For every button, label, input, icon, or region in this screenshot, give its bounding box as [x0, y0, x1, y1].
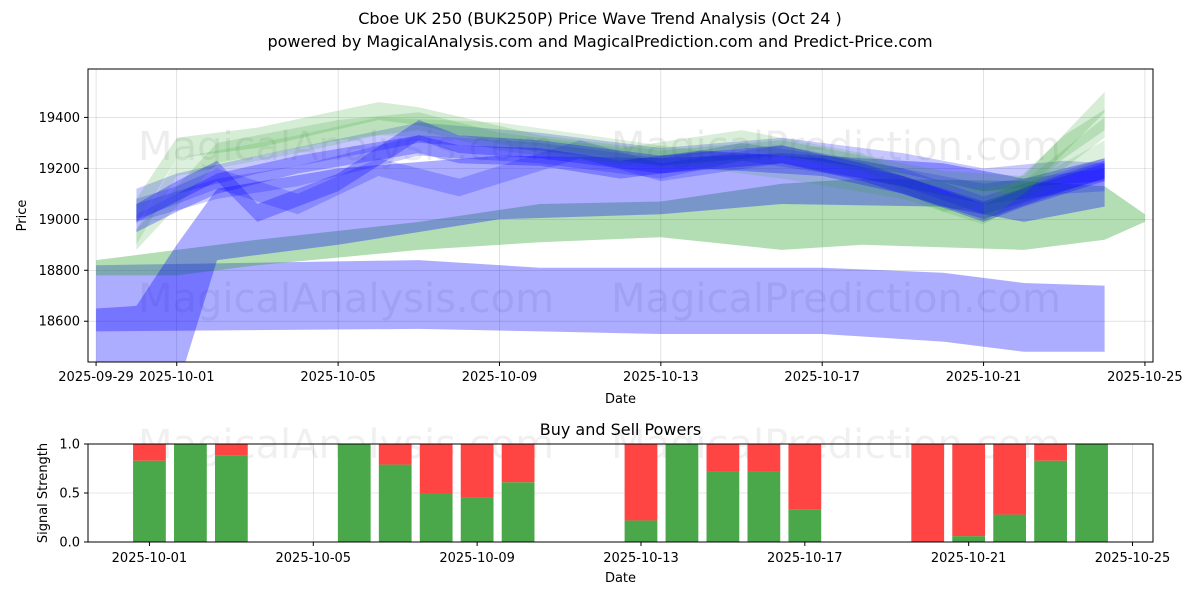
price-band-9 — [136, 117, 1105, 245]
signal-bars — [133, 444, 1108, 542]
price-gridlines — [88, 69, 1153, 362]
sell-bar — [993, 444, 1027, 515]
x-tick-label: 2025-10-25 — [1095, 551, 1171, 566]
price-band-12 — [983, 109, 1105, 222]
buy-bar — [378, 464, 412, 542]
x-tick-label: 2025-10-13 — [623, 370, 699, 385]
watermark-text: MagicalAnalysis.com — [138, 124, 554, 170]
price-y-axis-label: Price — [15, 200, 30, 232]
y-tick-label: 19000 — [39, 213, 80, 228]
buy-bar — [214, 455, 248, 542]
sell-bar — [911, 444, 945, 542]
price-band-1 — [96, 260, 1105, 352]
sell-bar — [1034, 444, 1067, 461]
price-axes: 2025-09-29 2025-10-01 2025-10-05 2025-10-09… — [39, 111, 1183, 385]
buy-bar — [747, 471, 781, 542]
x-tick-label: 2025-10-05 — [300, 370, 376, 385]
bottom-chart-title: Buy and Sell Powers — [540, 420, 702, 439]
price-band-4 — [136, 122, 1105, 215]
chart-title: Cboe UK 250 (BUK250P) Price Wave Trend A… — [358, 9, 842, 28]
x-tick-label: 2025-10-09 — [462, 370, 538, 385]
watermark-text: MagicalPrediction.com — [611, 124, 1061, 170]
x-tick-label: 2025-10-09 — [439, 551, 515, 566]
buy-bar — [665, 444, 699, 542]
buy-bar — [706, 471, 740, 542]
watermark-text: MagicalPrediction.com — [611, 276, 1061, 322]
buy-bar — [1075, 444, 1108, 542]
sell-bar — [419, 444, 453, 493]
sell-bar — [133, 444, 166, 461]
buy-bar — [952, 536, 986, 542]
buy-bar — [501, 482, 535, 542]
x-tick-label: 2025-10-25 — [1107, 370, 1183, 385]
signal-y-axis-label: Signal Strength — [36, 443, 51, 543]
price-axes-frame — [87, 68, 1154, 363]
price-band-3 — [96, 153, 1105, 362]
buy-bar — [419, 493, 453, 542]
buy-bar — [788, 509, 822, 542]
sell-bar — [624, 444, 658, 521]
sell-bar — [952, 444, 986, 537]
y-tick-label: 1.0 — [59, 438, 80, 453]
x-tick-label: 2025-10-01 — [139, 370, 215, 385]
price-band-6 — [136, 140, 1105, 220]
x-tick-label: 2025-10-01 — [112, 551, 188, 566]
x-tick-label: 2025-10-21 — [946, 370, 1022, 385]
sell-bar — [214, 444, 248, 456]
price-band-2 — [96, 178, 1145, 276]
y-tick-label: 19200 — [39, 162, 80, 177]
x-tick-label: 2025-10-17 — [767, 551, 843, 566]
signal-x-axis-label: Date — [605, 571, 636, 586]
price-bands — [96, 91, 1145, 362]
sell-bar — [706, 444, 740, 472]
price-band-5 — [136, 135, 1105, 222]
chart-subtitle: powered by MagicalAnalysis.com and Magic… — [267, 32, 933, 51]
buy-bar — [1034, 460, 1067, 542]
signal-axes: 2025-10-01 2025-10-05 2025-10-09 2025-10-13… — [59, 438, 1170, 567]
buy-bar — [133, 460, 166, 542]
x-tick-label: 2025-10-17 — [784, 370, 860, 385]
sell-bar — [788, 444, 822, 510]
y-tick-label: 0.0 — [59, 536, 80, 551]
x-tick-label: 2025-10-13 — [603, 551, 679, 566]
y-tick-label: 18600 — [39, 315, 80, 330]
x-tick-label: 2025-09-29 — [58, 370, 134, 385]
price-band-11 — [136, 135, 1105, 233]
y-tick-label: 0.5 — [59, 487, 80, 502]
watermark-text: MagicalAnalysis.com — [138, 276, 554, 322]
x-tick-label: 2025-10-05 — [276, 551, 352, 566]
buy-bar — [460, 497, 494, 542]
sell-bar — [460, 444, 494, 498]
y-tick-label: 19400 — [39, 111, 80, 126]
buy-bar — [624, 520, 658, 542]
x-tick-label: 2025-10-21 — [931, 551, 1007, 566]
price-x-axis-label: Date — [605, 392, 636, 407]
sell-bar — [747, 444, 781, 472]
sell-bar — [501, 444, 535, 483]
buy-bar — [993, 514, 1027, 542]
buy-bar — [337, 444, 371, 542]
sell-bar — [378, 444, 412, 465]
buy-bar — [174, 444, 207, 542]
price-band-7 — [136, 91, 1105, 225]
price-watermarks: MagicalAnalysis.com MagicalPrediction.co… — [138, 124, 1061, 322]
y-tick-label: 18800 — [39, 264, 80, 279]
price-band-8 — [136, 112, 1105, 250]
